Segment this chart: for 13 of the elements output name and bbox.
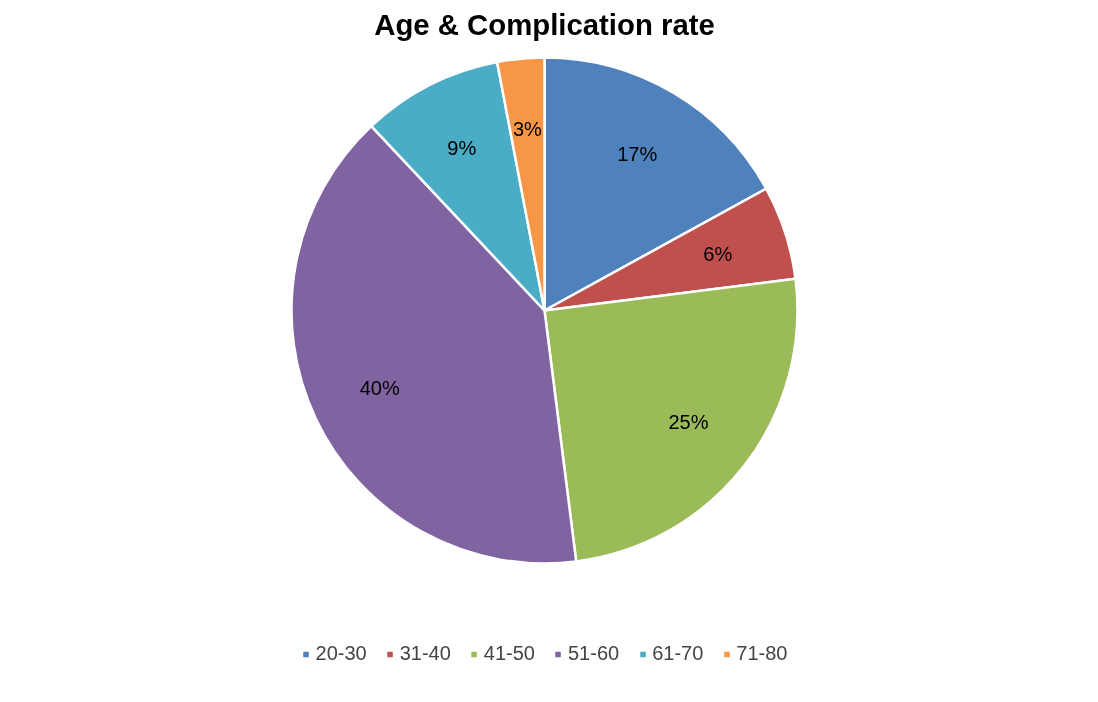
data-label: 25% [668,411,709,434]
legend-label: 20-30 [315,642,367,665]
data-label: 3% [512,118,543,141]
chart-title: Age & Complication rate [374,7,715,41]
data-label: 40% [359,377,400,400]
legend-label: 41-50 [483,642,535,665]
legend-label: 31-40 [399,642,451,665]
legend-label: 51-60 [568,642,620,665]
data-label: 9% [447,137,477,160]
legend-label: 71-80 [736,642,788,665]
data-label: 6% [703,243,733,266]
legend-label: 61-70 [652,642,704,665]
data-label: 17% [617,142,658,165]
